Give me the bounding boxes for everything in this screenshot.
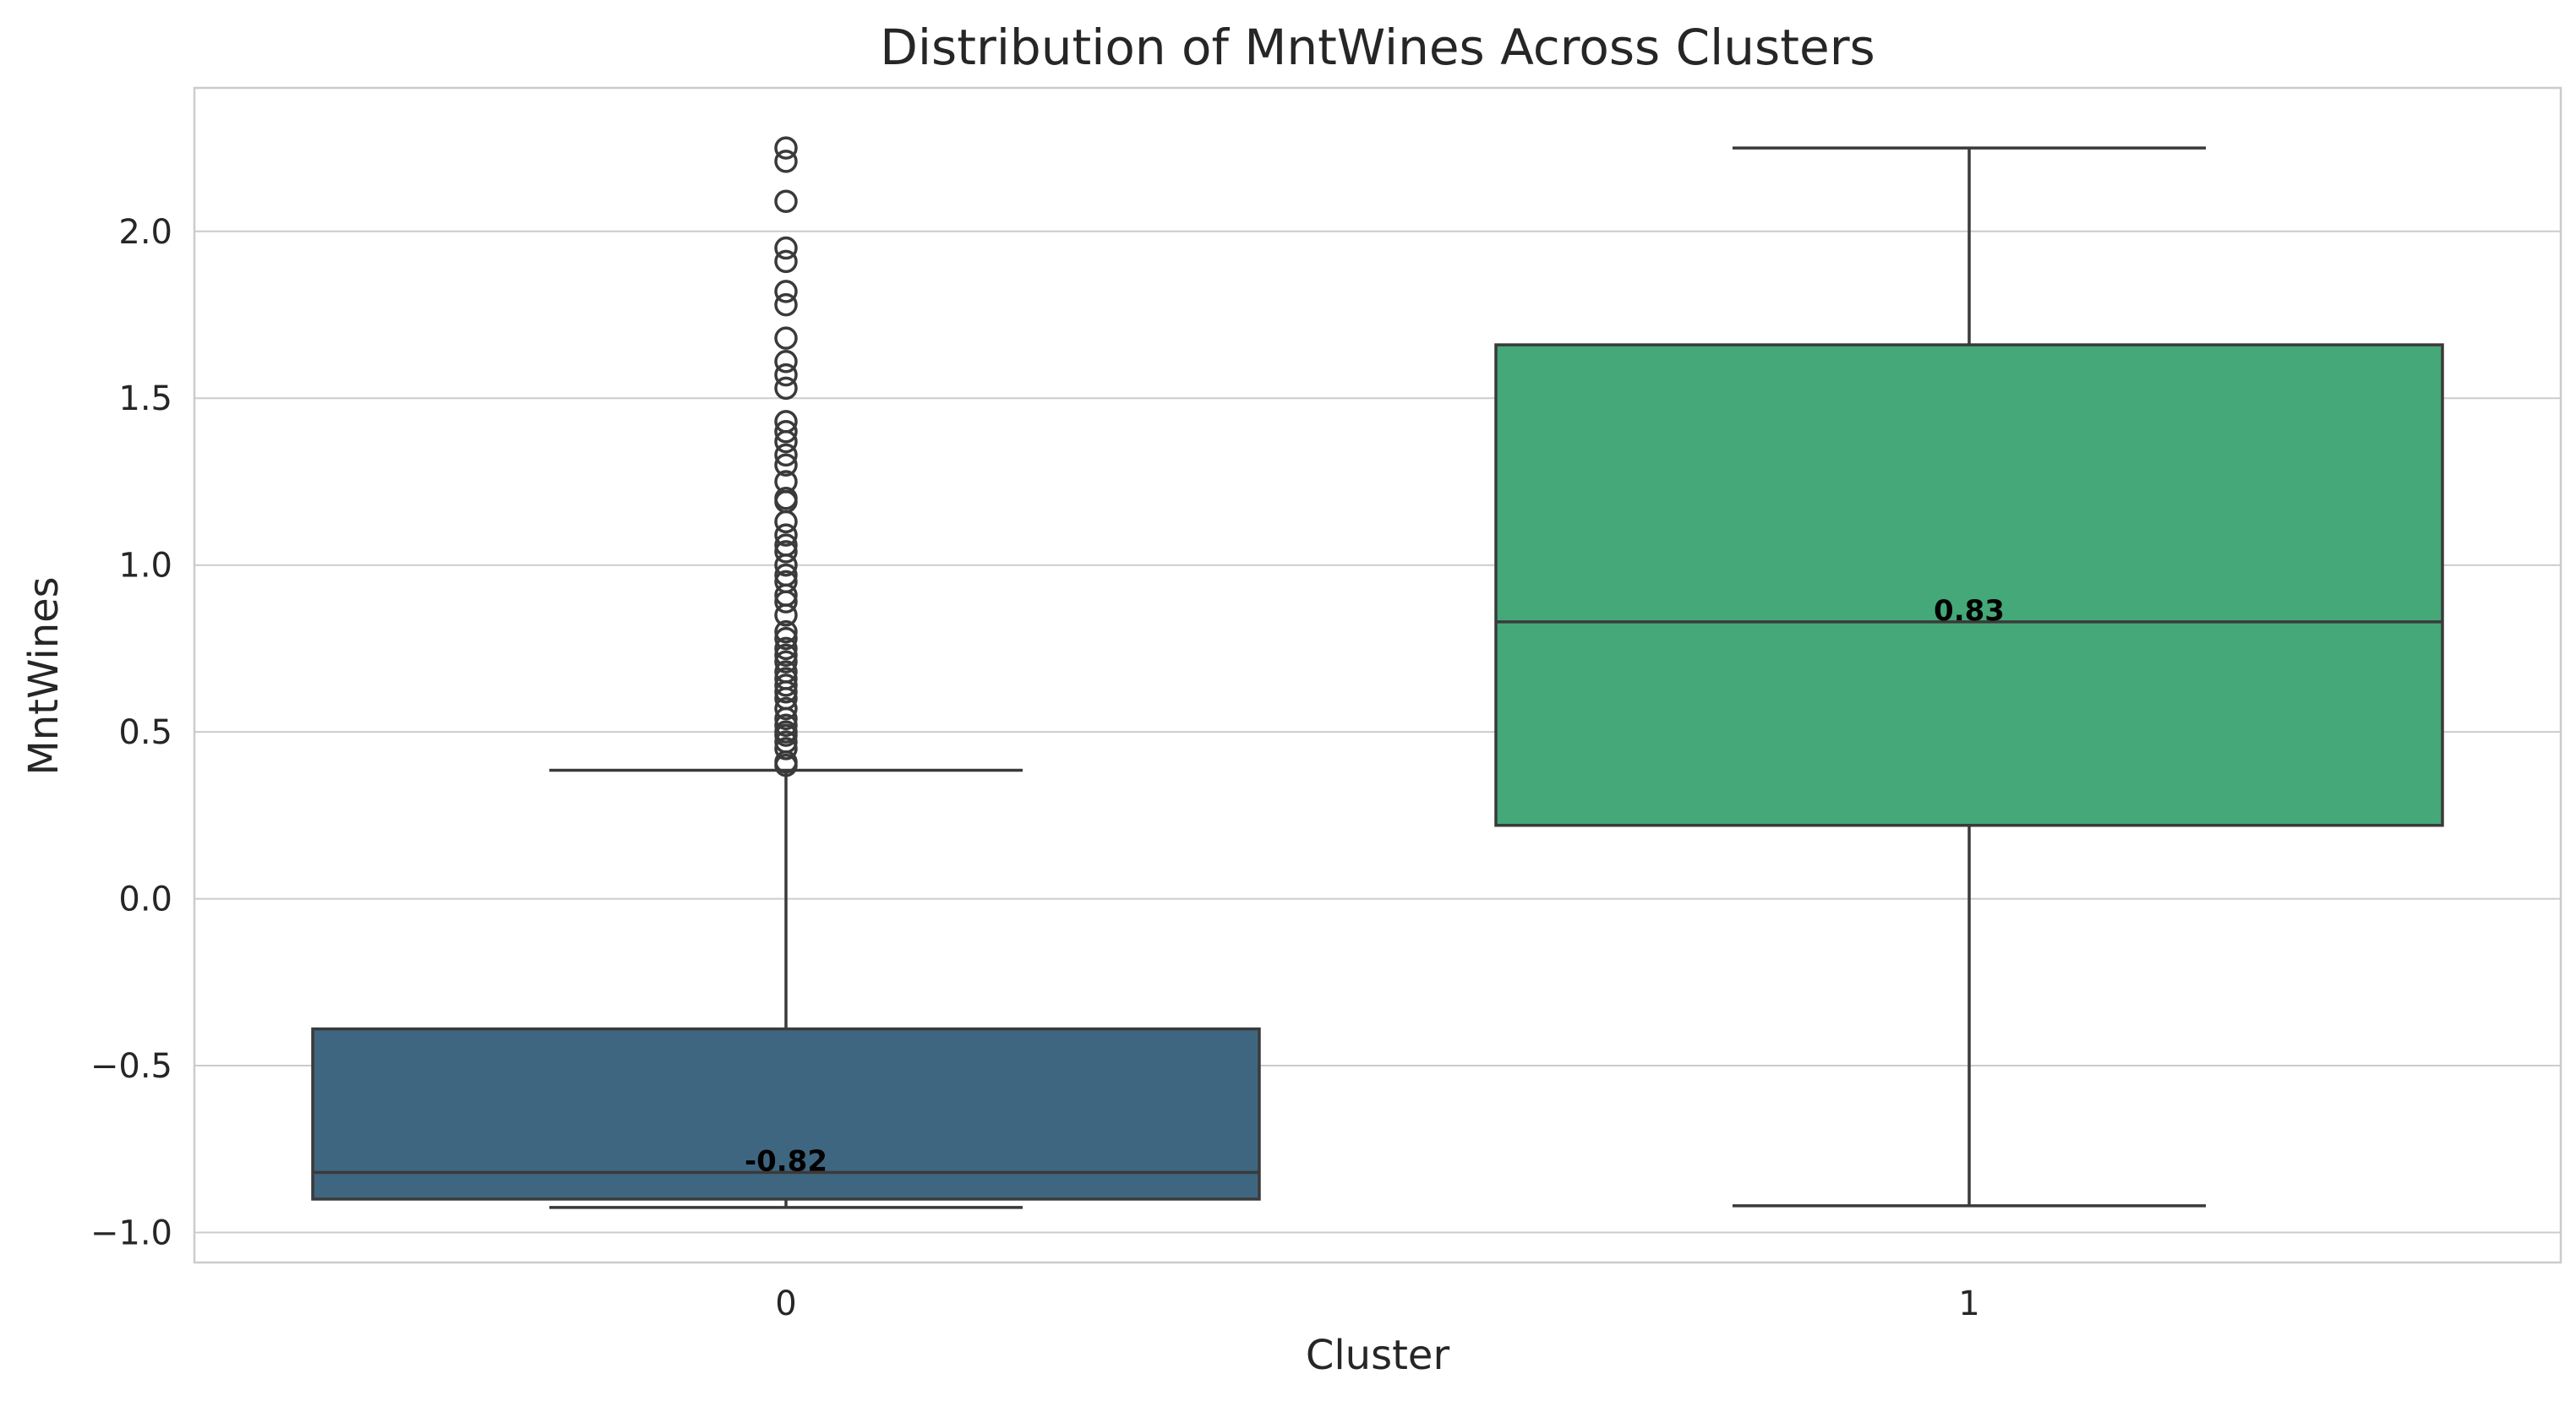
outlier-point <box>774 730 798 754</box>
outlier-point <box>774 326 798 350</box>
x-tick-label: 1 <box>1958 1284 1979 1323</box>
box-iqr <box>1494 343 2444 827</box>
outlier-point <box>774 650 798 674</box>
outlier-point <box>774 720 798 744</box>
box-cluster-0: -0.82 <box>311 136 1261 1209</box>
outlier-point <box>774 363 798 387</box>
outlier-point <box>774 737 798 761</box>
outlier-point <box>774 713 798 737</box>
outlier-point <box>774 236 798 260</box>
x-tick-label: 0 <box>775 1284 796 1323</box>
outlier-point <box>774 643 798 668</box>
outlier-point <box>774 419 798 444</box>
outlier-point <box>774 660 798 684</box>
outlier-point <box>774 249 798 274</box>
plot-area: -0.82 0.83 <box>311 136 2444 1209</box>
outlier-point <box>774 533 798 557</box>
outlier-point <box>774 410 798 434</box>
outlier-point <box>774 350 798 374</box>
y-tick-label: 1.5 <box>118 379 172 418</box>
outlier-point <box>774 510 798 534</box>
outlier-point <box>774 453 798 477</box>
y-tick-label: 1.0 <box>118 547 172 586</box>
outlier-point <box>774 619 798 644</box>
outlier-point <box>774 570 798 594</box>
outlier-point <box>774 486 798 510</box>
median-label: -0.82 <box>745 1144 827 1178</box>
outlier-point <box>774 280 798 303</box>
y-tick-label: 0.5 <box>118 713 172 752</box>
y-axis-label: MntWines <box>20 576 68 775</box>
y-tick-label: 0.0 <box>118 881 172 919</box>
outlier-point <box>774 136 798 160</box>
outlier-point <box>774 540 798 564</box>
box-iqr <box>311 1027 1261 1201</box>
outlier-point <box>774 470 798 494</box>
y-tick-label: −1.0 <box>90 1213 172 1252</box>
outlier-point <box>774 626 798 651</box>
outlier-point <box>774 150 798 173</box>
outlier-point <box>774 696 798 721</box>
outlier-point <box>774 636 798 661</box>
x-axis-label: Cluster <box>1306 1332 1450 1379</box>
plot-frame <box>193 86 2562 1264</box>
outlier-point <box>774 443 798 467</box>
y-tick-label: 2.0 <box>118 213 172 252</box>
outlier-point <box>774 292 798 317</box>
outlier-point <box>774 674 798 697</box>
outlier-point <box>774 376 798 401</box>
outlier-point <box>774 523 798 547</box>
outlier-point <box>774 563 798 587</box>
chart-title: Distribution of MntWines Across Clusters <box>880 19 1875 76</box>
outlier-point <box>774 667 798 690</box>
box-cluster-1: 0.83 <box>1494 146 2444 1208</box>
median-label: 0.83 <box>1934 594 2005 628</box>
outlier-point <box>774 189 798 214</box>
y-axis-ticks: −1.0 −0.5 0.0 0.5 1.0 1.5 2.0 <box>90 213 172 1253</box>
y-tick-label: −0.5 <box>90 1047 172 1086</box>
